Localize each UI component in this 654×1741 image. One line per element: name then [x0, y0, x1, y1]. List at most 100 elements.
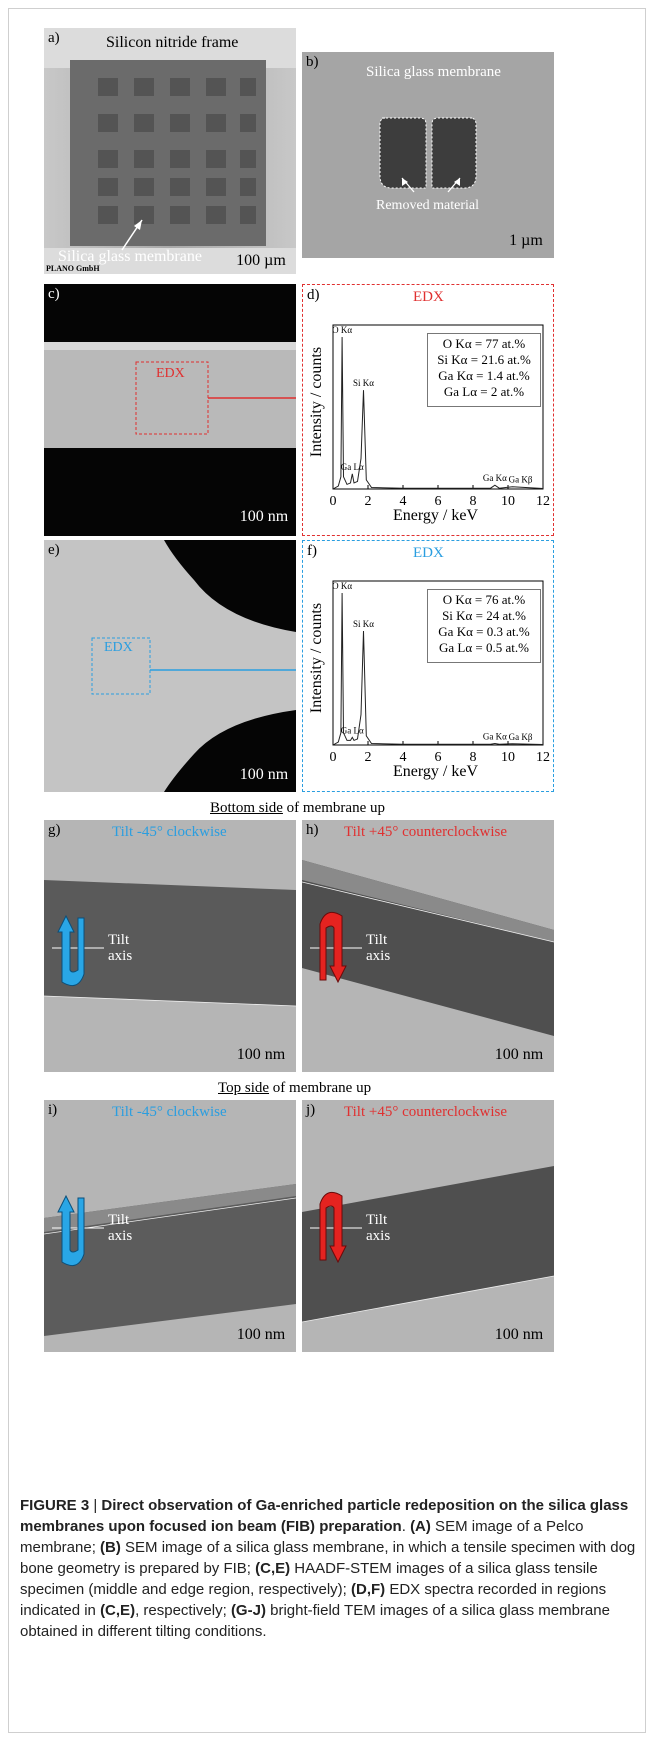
scale-bar: 100 nm	[238, 766, 290, 784]
axis-text: Tilt axis	[366, 1212, 391, 1244]
panel-label: d)	[307, 287, 320, 303]
edx-ylabel: Intensity / counts	[308, 602, 325, 714]
tilt-label: Tilt +45° counterclockwise	[344, 1104, 508, 1120]
tilt-label: Tilt +45° counterclockwise	[344, 824, 508, 840]
figure-label: FIGURE 3	[20, 1497, 90, 1514]
legend-line: Si Kα = 21.6 at.%	[437, 352, 531, 367]
x-tick-label: 8	[470, 494, 477, 509]
x-tick-label: 10	[501, 750, 515, 765]
legend-line: Ga Kα = 1.4 at.%	[438, 368, 530, 383]
panel-b-image	[302, 52, 554, 258]
section-title-top: Top side of membrane up	[218, 1080, 371, 1097]
scale-text: 1 µm	[509, 232, 543, 249]
tilt-label: Tilt -45° clockwise	[112, 1104, 227, 1120]
panel-label: a)	[48, 30, 60, 46]
scale-bar: 1 µm	[508, 232, 544, 250]
panel-a: a) Silicon nitride frame Silica glass me…	[44, 28, 296, 274]
caption-ref: (G-J)	[230, 1602, 266, 1619]
panel-label: j)	[306, 1102, 316, 1118]
peak-label: Ga Kα	[483, 473, 507, 483]
panel-label: h)	[306, 822, 319, 838]
scale-text: 100 nm	[236, 1046, 286, 1063]
panel-b: b) Silica glass membrane Removed materia…	[302, 52, 554, 258]
caption-text: HAADF-STEM images of a silica glass tens…	[20, 1560, 598, 1598]
tilt-axis-label: Tilt axis	[366, 1212, 390, 1244]
caption-ref: (C,E)	[100, 1602, 136, 1619]
peak-label: Ga Kβ	[509, 732, 533, 742]
panel-label: b)	[306, 54, 319, 70]
panel-e: e) EDX 100 nm	[44, 540, 296, 792]
panel-c: c) EDX 100 nm	[44, 284, 296, 536]
peak-label: O Kα	[332, 581, 352, 591]
panel-label: f)	[307, 543, 317, 559]
caption-text: SEM image of a Pelco membrane;	[20, 1518, 584, 1556]
legend-line: Ga Lα = 0.5 at.%	[439, 640, 529, 655]
peak-label: Ga Kα	[483, 731, 507, 741]
caption-text: , respectively;	[135, 1602, 231, 1619]
edx-spectrum-chart: 0 2 4 6 8 10 12 O Kα Si Kα Ga Lα Ga Kα Ga Kβ	[330, 324, 550, 509]
legend-line: Ga Kα = 0.3 at.%	[438, 624, 530, 639]
x-tick-label: 4	[400, 494, 407, 509]
x-tick-label: 2	[365, 494, 372, 509]
axis-text: Tilt axis	[108, 1212, 133, 1244]
caption-text: EDX spectra recorded in regions indicate…	[20, 1581, 607, 1619]
panel-label: g)	[48, 822, 61, 838]
panel-label: i)	[48, 1102, 58, 1118]
scale-bar: 100 nm	[232, 1046, 290, 1064]
panel-f: f) EDX 0 2 4 6 8 10 12 O Kα Si Kα Ga Lα Ga Kα Ga Kβ…	[302, 540, 554, 792]
scale-text: 100 nm	[239, 508, 289, 525]
scale-bar: 100 nm	[490, 1326, 548, 1344]
x-tick-label: 0	[330, 494, 337, 509]
x-tick-label: 4	[400, 750, 407, 765]
edx-legend: O Kα = 76 at.% Si Kα = 24 at.% Ga Kα = 0…	[427, 589, 541, 663]
scale-text: 100 µm	[236, 252, 286, 269]
panel-g-image	[44, 820, 296, 1072]
tilt-axis-label: Tilt axis	[108, 932, 132, 964]
edx-xlabel: Energy / keV	[393, 763, 479, 780]
edx-ylabel: Intensity / counts	[308, 346, 325, 458]
panel-label: e)	[48, 542, 60, 558]
peak-label: Ga Lα	[341, 462, 364, 472]
panel-a-title: Silicon nitride frame	[106, 34, 239, 51]
section-title-bottom: Bottom side of membrane up	[210, 800, 385, 817]
x-tick-label: 2	[365, 750, 372, 765]
caption-period: .	[401, 1518, 406, 1535]
x-tick-label: 0	[330, 750, 337, 765]
credit: PLANO GmbH	[46, 264, 100, 273]
x-tick-label: 12	[536, 494, 550, 509]
peak-label: Si Kα	[353, 378, 374, 388]
spectrum-line	[332, 336, 544, 490]
section-underlined: Bottom side	[210, 800, 283, 816]
panel-d-title: EDX	[413, 289, 444, 305]
legend-line: Ga Lα = 2 at.%	[443, 384, 525, 399]
caption-ref: (A)	[410, 1518, 431, 1535]
legend-line: O Kα = 76 at.%	[442, 592, 526, 607]
caption-text: SEM image of a silica glass membrane, in…	[20, 1539, 636, 1577]
spectrum-line	[332, 592, 544, 746]
scale-text: 100 nm	[494, 1326, 544, 1343]
panel-f-title: EDX	[413, 545, 444, 561]
caption-sep: |	[89, 1497, 102, 1514]
caption-ref: (D,F)	[351, 1581, 386, 1598]
tilt-axis-label: Tilt axis	[108, 1212, 132, 1244]
panel-j-image	[302, 1100, 554, 1352]
edx-box-label: EDX	[156, 366, 185, 381]
axis-text: Tilt axis	[366, 932, 391, 964]
panel-i: i) Tilt -45° clockwise Tilt axis 100 nm	[44, 1100, 296, 1352]
caption-text: bright-field TEM images of a silica glas…	[20, 1602, 610, 1640]
panel-h-image	[302, 820, 554, 1072]
panel-d: d) EDX 0 2 4 6 8 10 12 O Kα Si Kα Ga Lα Ga Kα Ga Kβ…	[302, 284, 554, 536]
caption-ref: (C,E)	[255, 1560, 291, 1577]
caption-ref: (B)	[100, 1539, 121, 1556]
x-tick-label: 6	[435, 750, 442, 765]
panel-b-arrow-label: Removed material	[376, 198, 480, 213]
panel-i-image	[44, 1100, 296, 1352]
panel-a-image	[44, 28, 296, 274]
section-rest: of membrane up	[269, 1080, 372, 1096]
axis-text: Tilt axis	[108, 932, 133, 964]
legend-line: Si Kα = 24 at.%	[442, 608, 526, 623]
edx-legend: O Kα = 77 at.% Si Kα = 21.6 at.% Ga Kα =…	[427, 333, 541, 407]
x-tick-label: 12	[536, 750, 550, 765]
tilt-label: Tilt -45° clockwise	[112, 824, 227, 840]
scale-bar: 100 nm	[232, 1326, 290, 1344]
